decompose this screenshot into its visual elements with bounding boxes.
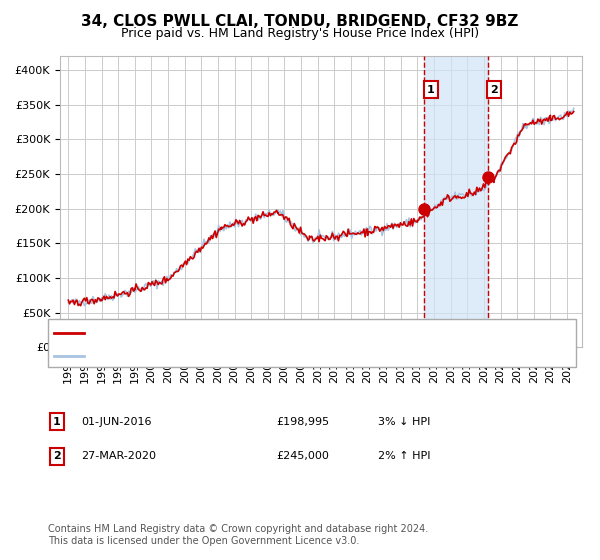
Text: 3% ↓ HPI: 3% ↓ HPI [378,417,430,427]
Text: 27-MAR-2020: 27-MAR-2020 [81,451,156,461]
Text: £198,995: £198,995 [276,417,329,427]
Text: 34, CLOS PWLL CLAI, TONDU, BRIDGEND, CF32 9BZ: 34, CLOS PWLL CLAI, TONDU, BRIDGEND, CF3… [82,14,518,29]
Text: 2: 2 [53,451,61,461]
Text: 01-JUN-2016: 01-JUN-2016 [81,417,151,427]
Text: £245,000: £245,000 [276,451,329,461]
Text: 2: 2 [490,85,498,95]
Text: 2% ↑ HPI: 2% ↑ HPI [378,451,431,461]
Text: Contains HM Land Registry data © Crown copyright and database right 2024.
This d: Contains HM Land Registry data © Crown c… [48,524,428,546]
Text: 34, CLOS PWLL CLAI, TONDU, BRIDGEND, CF32 9BZ (detached house): 34, CLOS PWLL CLAI, TONDU, BRIDGEND, CF3… [90,328,480,338]
Text: 1: 1 [53,417,61,427]
Text: 1: 1 [427,85,434,95]
Text: HPI: Average price, detached house, Bridgend: HPI: Average price, detached house, Brid… [90,351,347,361]
Bar [424,56,488,347]
Text: Price paid vs. HM Land Registry's House Price Index (HPI): Price paid vs. HM Land Registry's House … [121,27,479,40]
